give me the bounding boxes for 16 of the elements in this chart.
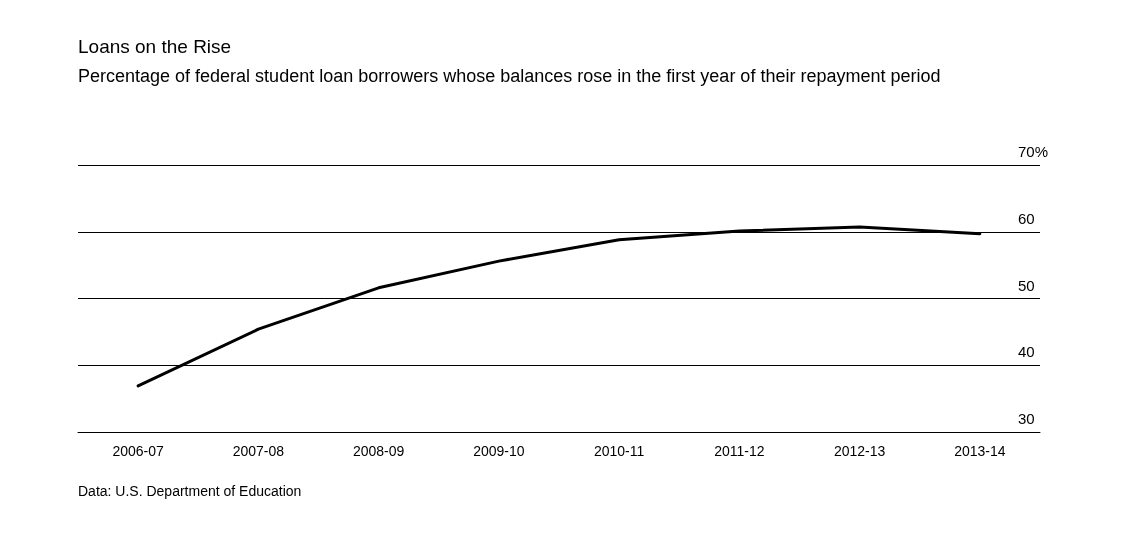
x-tick-label: 2010-11	[593, 443, 645, 459]
x-tick-label: 2013-14	[954, 443, 1006, 459]
x-tick-label: 2008-09	[352, 443, 405, 459]
x-tick-label: 2009-10	[473, 443, 525, 459]
chart-subtitle: Percentage of federal student loan borrowers whose balances rose in the first year of their repayment period	[78, 65, 942, 88]
x-tick-label: 2006-07	[112, 443, 165, 459]
x-tick-label: 2007-08	[232, 443, 285, 459]
y-tick-label: 30	[1018, 410, 1035, 427]
x-tick-label: 2011-12	[714, 443, 765, 459]
y-tick-label: 50	[1018, 276, 1035, 294]
x-tick-label: 2012-13	[833, 443, 886, 459]
chart-title: Loans on the Rise	[78, 36, 232, 58]
y-tick-label: 40	[1018, 343, 1035, 361]
y-tick-label: 70%	[1018, 143, 1049, 160]
y-tick-label: 60	[1018, 209, 1035, 227]
text: Data: U.S. Department of Education	[78, 483, 302, 499]
